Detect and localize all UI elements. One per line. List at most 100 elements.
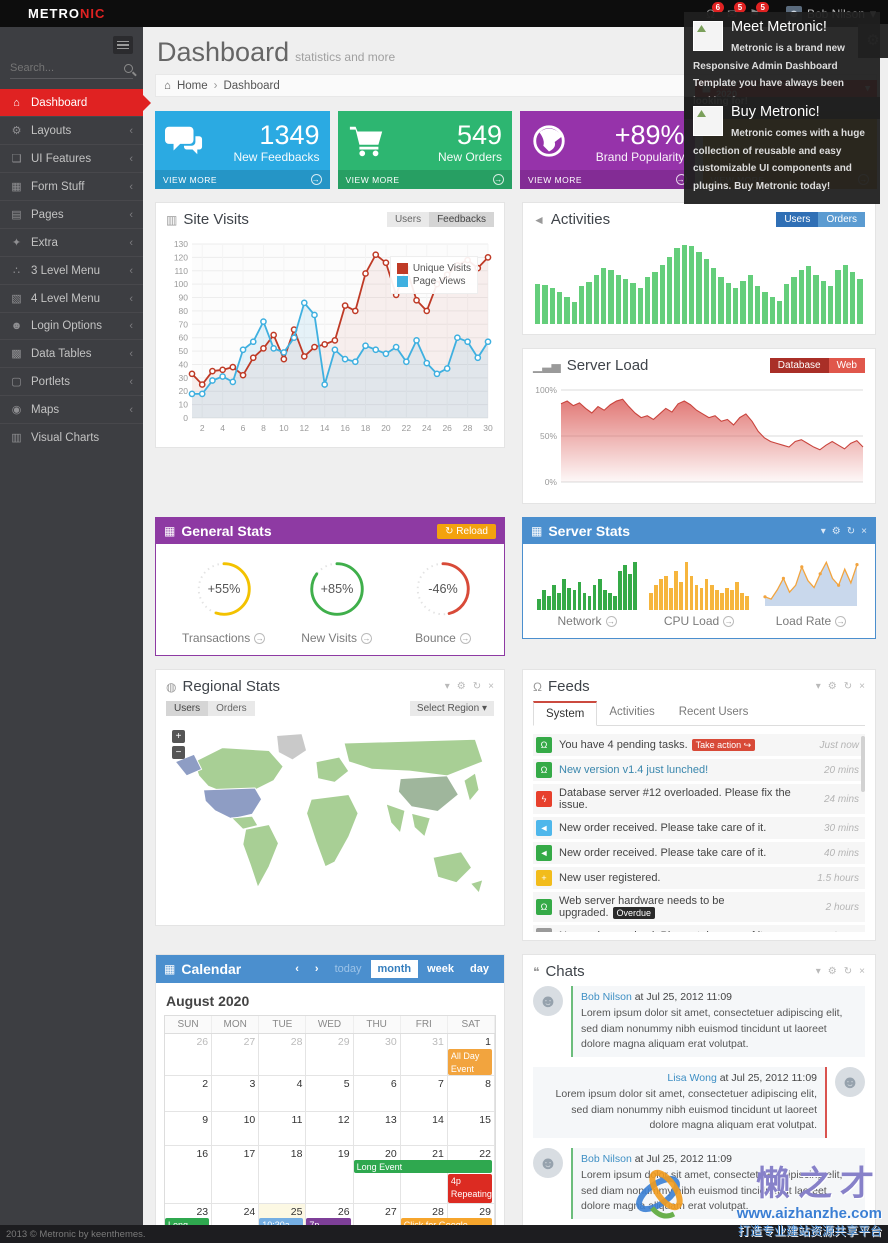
stat-tile-2[interactable]: +89% Brand Popularity VIEW MORE → [520, 111, 695, 189]
scrollbar[interactable] [861, 736, 865, 792]
stat-tile-0[interactable]: 1349 New Feedbacks VIEW MORE → [155, 111, 330, 189]
reload-button[interactable]: ↻ Reload [437, 523, 496, 539]
config-icon[interactable]: ⚙ [827, 966, 837, 977]
calendar-event[interactable]: Long Event [353, 1160, 492, 1173]
world-map[interactable]: + − [166, 722, 494, 917]
arrow-icon[interactable]: → [459, 632, 471, 644]
chat-sender[interactable]: Bob Nilson [581, 991, 632, 1003]
calendar-day-2[interactable]: 2 [165, 1076, 213, 1111]
calendar-day-9[interactable]: 9 [165, 1112, 213, 1145]
calendar-next-button[interactable]: › [314, 963, 319, 975]
calendar-day-29[interactable]: 29 [448, 1204, 495, 1225]
tab-activities[interactable]: Activities [609, 706, 655, 718]
filter-button-orders[interactable]: Orders [208, 701, 255, 716]
map-zoom-in-button[interactable]: + [172, 730, 185, 743]
sidebar-item-dashboard[interactable]: ⌂ Dashboard [0, 89, 151, 116]
feed-item[interactable]: Ω You have 4 pending tasks. Take action ↪… [533, 734, 865, 756]
breadcrumb-home[interactable]: Home [176, 79, 208, 92]
refresh-icon[interactable]: ↻ [843, 681, 853, 692]
arrow-icon[interactable]: → [361, 632, 373, 644]
calendar-day-31[interactable]: 31 [401, 1034, 448, 1075]
collapse-icon[interactable]: ▾ [820, 525, 826, 537]
filter-button-web[interactable]: Web [828, 358, 865, 373]
app-logo[interactable]: METRONIC [28, 6, 106, 21]
close-icon[interactable]: × [488, 681, 494, 692]
calendar-event[interactable]: Click for Google [400, 1218, 492, 1225]
feed-item[interactable]: + New user registered. 1.5 hours [533, 867, 865, 889]
calendar-day-4[interactable]: 4 [259, 1076, 307, 1111]
arrow-icon[interactable]: → [723, 615, 735, 627]
calendar-day-12[interactable]: 12 [306, 1112, 354, 1145]
calendar-day-3[interactable]: 3 [212, 1076, 260, 1111]
calendar-day-28[interactable]: 28 [259, 1034, 307, 1075]
calendar-day-15[interactable]: 15 [448, 1112, 495, 1145]
calendar-day-6[interactable]: 6 [354, 1076, 401, 1111]
calendar-day-26[interactable]: 26 [306, 1204, 354, 1225]
select-region-dropdown[interactable]: Select Region ▾ [409, 701, 494, 716]
calendar-event[interactable]: 10:30a Meeting [259, 1218, 304, 1225]
filter-button-feedbacks[interactable]: Feedbacks [429, 212, 494, 227]
calendar-prev-button[interactable]: ‹ [295, 963, 299, 975]
view-more-button[interactable]: VIEW MORE→ [520, 170, 695, 189]
calendar-day-8[interactable]: 8 [448, 1076, 495, 1111]
chat-sender[interactable]: Bob Nilson [581, 1153, 632, 1165]
calendar-day-10[interactable]: 10 [212, 1112, 260, 1145]
feed-item[interactable]: ◄ New order received. Please take care o… [533, 842, 865, 864]
sidebar-item-3-level-menu[interactable]: ∴ 3 Level Menu ‹ [0, 256, 143, 284]
sidebar-item-visual-charts[interactable]: ▥ Visual Charts [0, 423, 143, 451]
calendar-day-16[interactable]: 16 [165, 1146, 213, 1203]
refresh-icon[interactable]: ↻ [472, 681, 482, 692]
config-icon[interactable]: ⚙ [456, 681, 466, 692]
calendar-day-27[interactable]: 27 [354, 1204, 401, 1225]
feed-item[interactable]: ◄ New order received. Please take care o… [533, 817, 865, 839]
search-icon[interactable] [124, 63, 133, 73]
sidebar-item-data-tables[interactable]: ▩ Data Tables ‹ [0, 339, 143, 367]
close-icon[interactable]: × [861, 525, 867, 537]
refresh-icon[interactable]: ↻ [843, 966, 853, 977]
feed-item[interactable]: ϟ Database server #12 overloaded. Please… [533, 784, 865, 814]
chat-sender[interactable]: Lisa Wong [667, 1072, 717, 1084]
calendar-day-24[interactable]: 24 [212, 1204, 260, 1225]
feed-item[interactable]: Ω Web server hardware needs to be upgrad… [533, 892, 865, 922]
calendar-day-30[interactable]: 30 [354, 1034, 401, 1075]
stat-tile-1[interactable]: 549 New Orders VIEW MORE → [337, 111, 512, 189]
calendar-event[interactable]: 7p Birthday Party [306, 1218, 351, 1225]
config-icon[interactable]: ⚙ [827, 681, 837, 692]
filter-button-users[interactable]: Users [776, 212, 819, 227]
refresh-icon[interactable]: ↻ [846, 525, 856, 537]
close-icon[interactable]: × [859, 681, 865, 692]
arrow-icon[interactable]: → [254, 632, 266, 644]
config-icon[interactable]: ⚙ [831, 525, 841, 537]
sidebar-item-maps[interactable]: ◉ Maps ‹ [0, 395, 143, 423]
calendar-day-20[interactable]: 20 [354, 1146, 401, 1203]
view-more-button[interactable]: VIEW MORE→ [155, 170, 330, 189]
calendar-view-day[interactable]: day [470, 963, 489, 975]
arrow-icon[interactable]: → [835, 615, 847, 627]
calendar-day-21[interactable]: 21 [401, 1146, 448, 1203]
feed-badge[interactable]: Overdue [612, 907, 656, 919]
map-zoom-out-button[interactable]: − [172, 746, 185, 759]
calendar-day-7[interactable]: 7 [401, 1076, 448, 1111]
calendar-view-week[interactable]: week [427, 963, 455, 975]
calendar-day-22[interactable]: 22 [448, 1146, 495, 1203]
filter-button-database[interactable]: Database [769, 358, 829, 373]
calendar-view-today[interactable]: today [334, 963, 362, 975]
calendar-day-29[interactable]: 29 [306, 1034, 354, 1075]
popup-buy-metronic[interactable]: Buy Metronic! Metronic comes with a huge… [684, 97, 880, 204]
calendar-day-14[interactable]: 14 [401, 1112, 448, 1145]
calendar-day-5[interactable]: 5 [306, 1076, 354, 1111]
sidebar-toggle-icon[interactable] [113, 36, 133, 54]
calendar-event[interactable]: 4p Repeating Event [447, 1174, 492, 1203]
calendar-day-23[interactable]: 23 [165, 1204, 213, 1225]
search-input[interactable] [10, 62, 124, 74]
sidebar-item-portlets[interactable]: ▢ Portlets ‹ [0, 367, 143, 395]
sidebar-item-extra[interactable]: ✦ Extra ‹ [0, 228, 143, 256]
tab-recent-users[interactable]: Recent Users [678, 706, 749, 718]
feed-badge[interactable]: Take action ↪ [691, 739, 756, 751]
calendar-day-13[interactable]: 13 [354, 1112, 401, 1145]
sidebar-item-login-options[interactable]: ☻ Login Options ‹ [0, 312, 143, 339]
sidebar-item-layouts[interactable]: ⚙ Layouts ‹ [0, 116, 143, 144]
sidebar-item-ui-features[interactable]: ❑ UI Features ‹ [0, 144, 143, 172]
close-icon[interactable]: × [859, 966, 865, 977]
filter-button-users[interactable]: Users [386, 212, 430, 227]
